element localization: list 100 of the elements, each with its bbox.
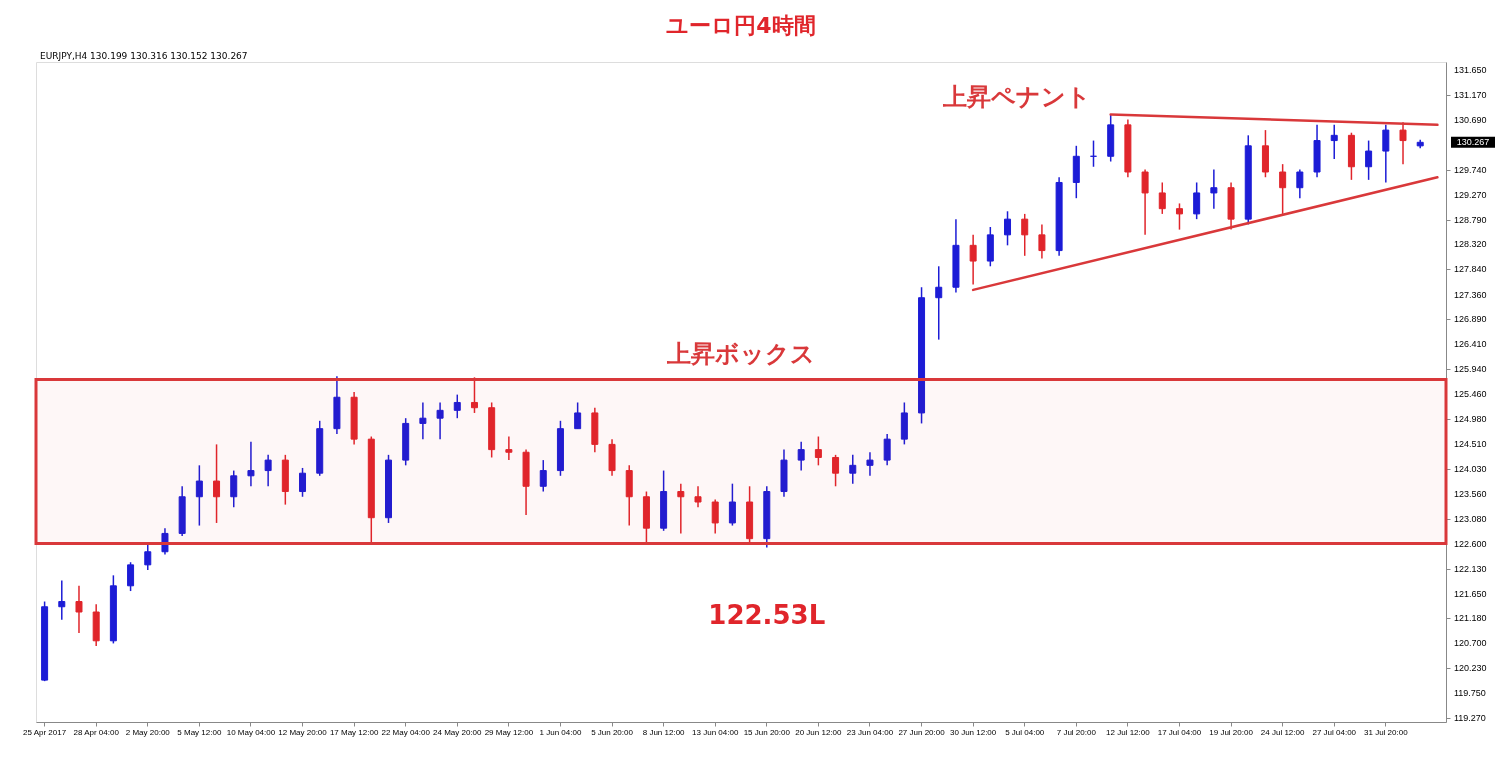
candlestick xyxy=(814,435,822,467)
candlestick xyxy=(694,485,702,508)
x-tick-label: 2 May 20:00 xyxy=(125,727,171,737)
candlestick xyxy=(1382,124,1390,184)
x-tick-label: 31 Jul 20:00 xyxy=(1364,727,1409,737)
candlestick xyxy=(144,543,152,571)
x-tick-label: 7 Jul 20:00 xyxy=(1056,727,1097,737)
y-tick-label: 122.130 xyxy=(1454,563,1487,574)
candlestick xyxy=(247,441,255,488)
x-tick-label: 12 May 20:00 xyxy=(278,727,328,737)
candlestick xyxy=(866,451,874,477)
candlestick xyxy=(1193,181,1201,220)
chart-subtitle: EURJPY,H4 130.199 130.316 130.152 130.267 xyxy=(40,51,248,61)
candlestick xyxy=(127,561,135,592)
series-label: 上昇ペナント xyxy=(941,83,1091,112)
candlestick xyxy=(230,469,238,508)
y-tick-label: 131.650 xyxy=(1454,64,1487,75)
y-tick-label: 126.410 xyxy=(1454,339,1487,350)
annotation: 122.53L xyxy=(708,599,826,630)
candlestick xyxy=(436,401,444,440)
x-tick-label: 15 Jun 20:00 xyxy=(743,727,791,737)
y-tick-label: 120.230 xyxy=(1454,663,1487,674)
candlestick xyxy=(505,435,513,461)
candlestick xyxy=(711,498,719,535)
candlestick xyxy=(1021,213,1029,257)
y-tick-label: 127.840 xyxy=(1454,264,1487,275)
y-tick-label: 119.270 xyxy=(1454,713,1486,724)
x-tick-label: 28 Apr 04:00 xyxy=(73,727,120,737)
x-tick-label: 27 Jul 04:00 xyxy=(1312,727,1357,737)
y-tick-label: 121.650 xyxy=(1454,588,1487,599)
y-tick-label: 128.790 xyxy=(1454,214,1487,225)
x-tick-label: 23 Jun 04:00 xyxy=(846,727,894,737)
candlestick xyxy=(453,393,461,419)
candlestick xyxy=(1141,168,1149,236)
x-tick-label: 10 May 04:00 xyxy=(226,727,276,737)
candlestick xyxy=(1365,139,1373,181)
x-tick-label: 8 Jun 12:00 xyxy=(642,727,686,737)
x-tick-label: 24 Jul 12:00 xyxy=(1260,727,1305,737)
candlestick xyxy=(1399,121,1407,165)
x-tick-label: 30 Jun 12:00 xyxy=(950,727,997,737)
x-tick-label: 13 Jun 04:00 xyxy=(692,727,739,737)
x-tick-label: 20 Jun 12:00 xyxy=(795,727,843,737)
band-label: 上昇ボックス xyxy=(666,340,815,369)
y-tick-label: 123.080 xyxy=(1454,513,1487,524)
candlestick xyxy=(1296,168,1304,199)
x-tick-label: 22 May 04:00 xyxy=(381,727,431,737)
x-tick-label: 12 Jul 12:00 xyxy=(1106,727,1151,737)
candlestick xyxy=(728,482,736,527)
candlestick xyxy=(935,265,943,341)
candlestick xyxy=(299,467,307,498)
candlestick xyxy=(75,585,83,634)
candlestick xyxy=(419,401,427,440)
candlestick xyxy=(677,482,685,535)
x-tick-label: 19 Jul 20:00 xyxy=(1209,727,1254,737)
y-tick-label: 125.460 xyxy=(1454,389,1487,400)
candlestick xyxy=(58,579,66,621)
y-tick-label: 121.180 xyxy=(1454,613,1487,624)
candlestick xyxy=(1279,163,1287,215)
y-tick-label: 129.270 xyxy=(1454,189,1487,200)
y-tick-label: 127.360 xyxy=(1454,289,1487,300)
candlestick xyxy=(849,454,857,485)
text: 130.267 xyxy=(1456,137,1490,148)
candlestick xyxy=(264,454,272,488)
candlestick xyxy=(1004,210,1012,247)
x-tick-label: 5 May 12:00 xyxy=(177,727,222,737)
candlestick xyxy=(1330,124,1338,160)
y-tick-label: 124.980 xyxy=(1454,414,1487,425)
y-tick-label: 125.940 xyxy=(1454,363,1487,374)
y-tick-label: 124.030 xyxy=(1454,464,1487,474)
y-tick-label: 131.170 xyxy=(1454,90,1487,100)
candlestick xyxy=(1175,202,1183,231)
candlestick xyxy=(213,443,221,524)
x-tick-label: 29 May 12:00 xyxy=(484,727,534,737)
candlestick xyxy=(1158,181,1166,215)
y-tick-label: 122.600 xyxy=(1454,538,1487,549)
x-tick-label: 27 Jun 20:00 xyxy=(898,727,946,737)
y-tick-label: 130.690 xyxy=(1454,115,1487,126)
x-tick-label: 5 Jul 04:00 xyxy=(1005,727,1045,737)
y-tick-label: 128.320 xyxy=(1454,239,1487,250)
x-tick-label: 17 May 12:00 xyxy=(329,727,379,737)
x-tick-label: 17 Jul 04:00 xyxy=(1157,727,1202,737)
x-tick-label: 24 May 20:00 xyxy=(433,727,483,737)
candlestick xyxy=(195,464,203,527)
x-tick-label: 1 Jun 04:00 xyxy=(539,727,582,737)
y-tick-label: 120.700 xyxy=(1454,638,1487,649)
candlestick xyxy=(470,376,478,414)
candlestick xyxy=(883,433,891,467)
y-tick-label: 124.510 xyxy=(1454,438,1487,449)
y-tick-label: 129.740 xyxy=(1454,164,1487,175)
chart-title: ユーロ円4時間 xyxy=(666,13,816,38)
candlestick xyxy=(161,527,169,556)
candlestick xyxy=(832,454,840,488)
y-tick-label: 126.890 xyxy=(1454,314,1487,325)
x-tick-label: 25 Apr 2017 xyxy=(23,727,67,737)
candlestick xyxy=(1210,168,1218,210)
y-tick-label: 119.750 xyxy=(1454,688,1486,699)
x-tick-label: 5 Jun 20:00 xyxy=(591,727,634,737)
candlestick xyxy=(574,401,582,430)
candlestick xyxy=(969,234,977,286)
candlestick xyxy=(1038,223,1046,260)
